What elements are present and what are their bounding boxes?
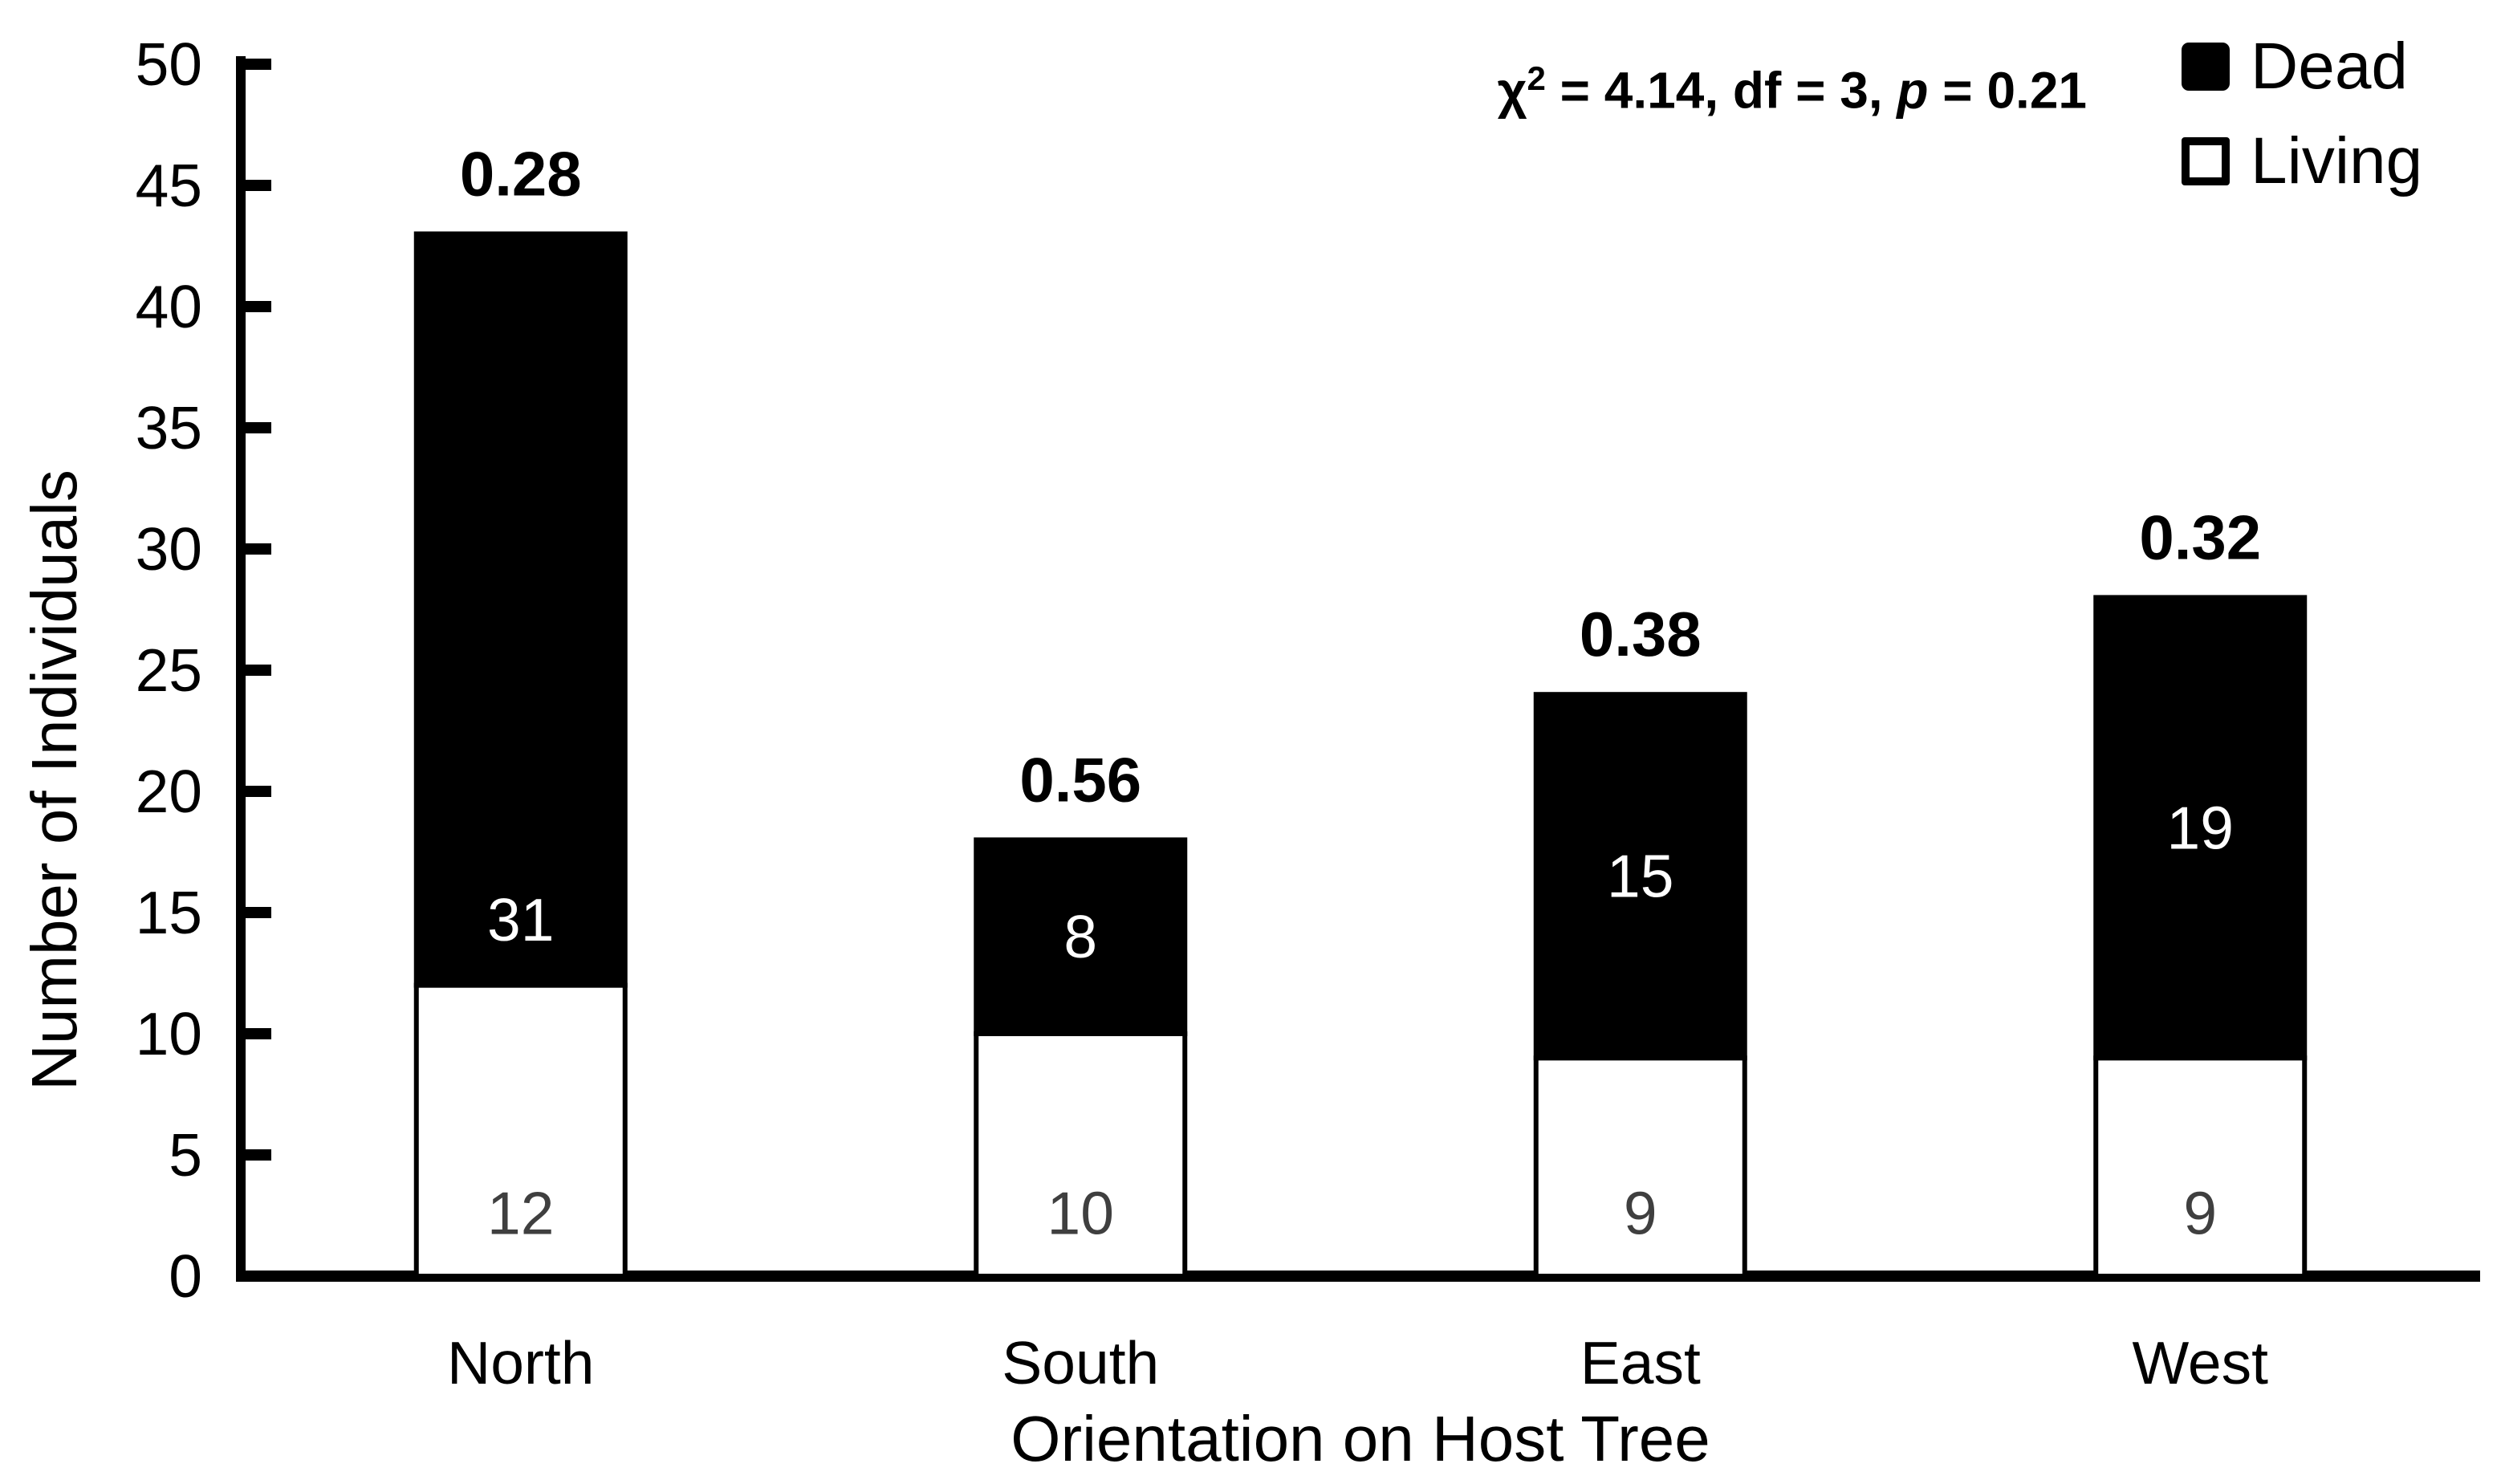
chi-square-annotation: χ2 = 4.14, df = 3, p = 0.21 [1498, 47, 2087, 122]
y-axis-title: Number of Individuals [18, 470, 90, 1091]
legend-label-living: Living [2251, 124, 2423, 197]
living-value-label-south: 10 [1047, 1179, 1114, 1246]
living-swatch-icon [2182, 137, 2230, 185]
bar-living-segment-south [974, 1031, 1188, 1279]
x-axis-line [236, 1271, 2480, 1282]
y-tick [246, 1149, 271, 1161]
dead-value-label-north: 31 [487, 886, 554, 953]
y-tick [246, 59, 271, 70]
p-symbol: p [1897, 61, 1929, 120]
bar-dead-segment-south [974, 837, 1188, 1037]
x-category-label-west: West [2133, 1329, 2269, 1397]
x-category-label-north: North [447, 1329, 594, 1397]
bar-dead-segment-west [2093, 595, 2308, 1061]
living-value-label-west: 9 [2183, 1179, 2217, 1246]
legend-entry-living: Living [2182, 128, 2422, 194]
annotation-mid: = 4.14, df = 3, [1545, 61, 1897, 120]
bar-dead-segment-east [1533, 692, 1747, 1061]
bar-living-segment-east [1533, 1055, 1747, 1279]
y-tick [246, 1028, 271, 1039]
y-tick [246, 907, 271, 918]
bar-top-label-west: 0.32 [2139, 502, 2261, 572]
annotation-tail: = 0.21 [1928, 61, 2087, 120]
dead-value-label-west: 19 [2167, 794, 2234, 861]
y-tick [246, 422, 271, 433]
bar-living-segment-west [2093, 1055, 2308, 1279]
y-tick [246, 543, 271, 555]
y-tick-label: 25 [136, 636, 202, 704]
chi-symbol: χ [1497, 61, 1527, 120]
dead-swatch-icon [2182, 43, 2230, 91]
bar-top-label-south: 0.56 [1019, 744, 1141, 815]
y-tick [246, 180, 271, 191]
bar-living-segment-north [413, 982, 628, 1279]
x-category-label-east: East [1580, 1329, 1701, 1397]
chi-exponent: 2 [1527, 59, 1546, 97]
y-tick-label: 45 [136, 152, 202, 219]
y-tick-label: 35 [136, 394, 202, 461]
dead-value-label-south: 8 [1063, 903, 1097, 970]
y-tick-label: 40 [136, 273, 202, 340]
bar-dead-segment-north [413, 231, 628, 988]
living-value-label-east: 9 [1624, 1179, 1657, 1246]
y-tick-label: 0 [169, 1242, 202, 1310]
y-tick [246, 786, 271, 797]
bar-top-label-east: 0.38 [1580, 599, 1702, 669]
x-axis-title: Orientation on Host Tree [1011, 1403, 1710, 1474]
y-tick-label: 5 [169, 1121, 202, 1189]
y-tick [246, 665, 271, 676]
y-tick-label: 15 [136, 879, 202, 946]
legend: Dead Living [2182, 34, 2422, 194]
y-tick-label: 20 [136, 758, 202, 825]
living-value-label-north: 12 [487, 1179, 554, 1246]
y-tick-label: 50 [136, 30, 202, 98]
bar-top-label-north: 0.28 [460, 138, 582, 209]
legend-entry-dead: Dead [2182, 34, 2422, 100]
dead-value-label-east: 15 [1607, 843, 1673, 910]
y-axis-spine [236, 56, 246, 1282]
y-tick-label: 30 [136, 515, 202, 583]
legend-label-dead: Dead [2251, 30, 2409, 103]
y-tick [246, 301, 271, 312]
y-tick-label: 10 [136, 1000, 202, 1067]
x-category-label-south: South [1002, 1329, 1159, 1397]
